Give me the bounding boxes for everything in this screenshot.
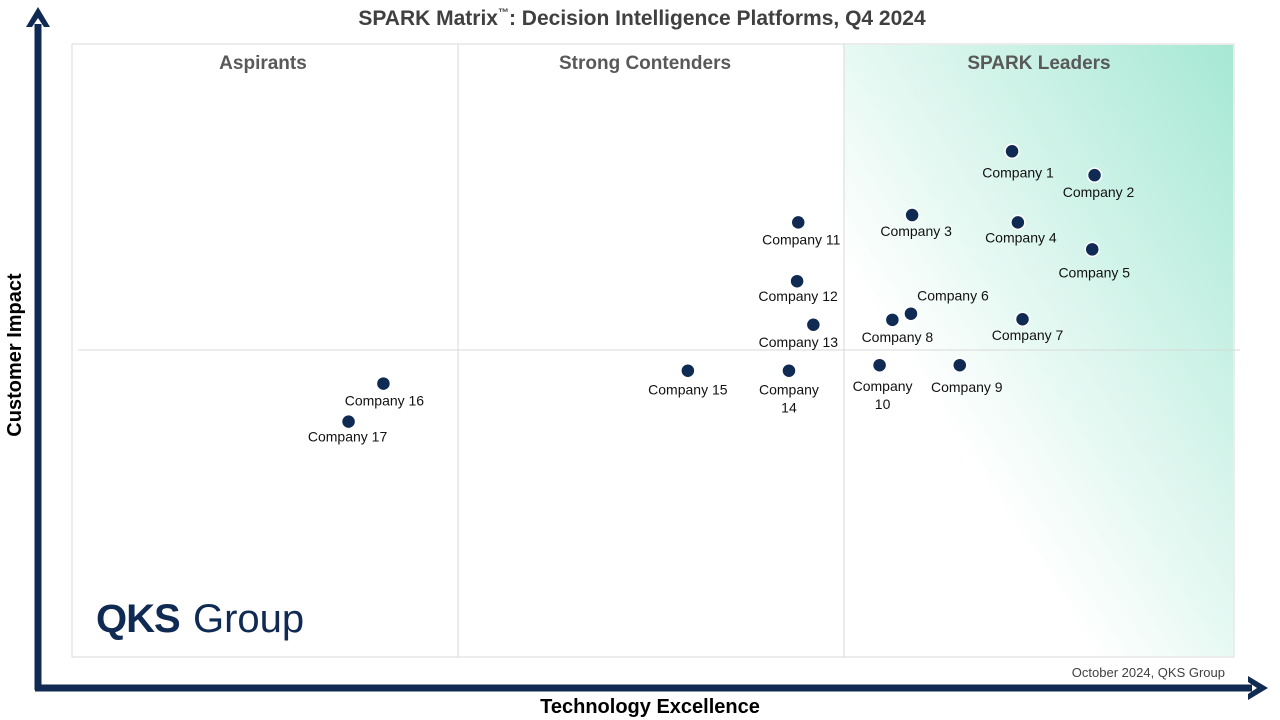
marker-company-10[interactable] <box>871 357 888 373</box>
label-company-4: Company 4 <box>985 229 1057 245</box>
label-company-14: Company 14 <box>759 382 819 416</box>
label-company-10: Company 10 <box>853 378 913 412</box>
label-line: Company 17 <box>308 429 388 445</box>
marker-company-1[interactable] <box>1004 143 1020 160</box>
marker-company-11[interactable] <box>790 214 806 231</box>
marker-company-7[interactable] <box>1014 311 1031 327</box>
label-line: Company <box>759 382 819 398</box>
marker-company-14[interactable] <box>781 362 797 379</box>
marker-company-13[interactable] <box>805 317 822 333</box>
quadrant-label-strong-contenders: Strong Contenders <box>559 53 731 74</box>
chart-title-main: SPARK Matrix <box>358 7 498 30</box>
data-points: Company 1 Company 2 Company 3 Company 4 Comp… <box>308 143 1135 445</box>
label-company-16: Company 16 <box>345 393 425 409</box>
label-company-17: Company 17 <box>308 429 388 445</box>
marker-company-8[interactable] <box>884 312 901 328</box>
quadrant-label-spark-leaders: SPARK Leaders <box>967 53 1110 74</box>
chart-title-rest: : Decision Intelligence Platforms, Q4 20… <box>508 7 926 30</box>
marker-company-12[interactable] <box>789 273 805 289</box>
label-line: Company <box>853 378 913 394</box>
marker-company-15[interactable] <box>680 362 696 379</box>
label-line: Company 2 <box>1063 184 1135 200</box>
marker-company-9[interactable] <box>952 357 968 373</box>
marker-company-5[interactable] <box>1084 241 1100 258</box>
y-axis-arrowhead <box>26 7 50 27</box>
label-company-2: Company 2 <box>1063 184 1135 200</box>
marker-company-3[interactable] <box>904 207 920 223</box>
label-company-11: Company 11 <box>762 231 841 247</box>
label-line: Company 16 <box>345 393 425 409</box>
qks-group-logo: QKS Group <box>96 597 304 641</box>
label-line: Company 11 <box>762 231 841 247</box>
label-company-9: Company 9 <box>931 379 1003 395</box>
label-company-13: Company 13 <box>759 334 839 350</box>
label-company-6: Company 6 <box>917 288 989 304</box>
label-line: Company 12 <box>758 288 838 304</box>
label-line: Company 1 <box>982 164 1054 180</box>
label-line: Company 8 <box>862 329 934 345</box>
label-company-12: Company 12 <box>758 288 838 304</box>
label-line: 10 <box>875 396 891 412</box>
chart-title: SPARK Matrix™: Decision Intelligence Pla… <box>0 7 1280 31</box>
label-line: 14 <box>781 400 797 416</box>
x-axis-title: Technology Excellence <box>540 696 760 718</box>
label-company-7: Company 7 <box>992 327 1064 343</box>
source-note: October 2024, QKS Group <box>1072 665 1225 680</box>
label-line: Company 5 <box>1058 264 1130 280</box>
quadrant-label-aspirants: Aspirants <box>219 53 307 74</box>
label-line: Company 13 <box>759 334 839 350</box>
logo-text-qks: QKS <box>96 597 180 641</box>
label-line: Company 3 <box>880 223 952 239</box>
label-company-8: Company 8 <box>862 329 934 345</box>
label-line: Company 4 <box>985 229 1057 245</box>
trademark-symbol: ™ <box>497 7 509 19</box>
label-company-15: Company 15 <box>648 382 728 398</box>
marker-company-17[interactable] <box>340 413 357 430</box>
marker-company-16[interactable] <box>375 375 392 392</box>
label-line: Company 9 <box>931 379 1003 395</box>
marker-company-2[interactable] <box>1086 167 1103 183</box>
y-axis-title: Customer Impact <box>4 273 26 437</box>
label-line: Company 15 <box>648 382 728 398</box>
label-company-5: Company 5 <box>1058 264 1130 280</box>
label-company-1: Company 1 <box>982 164 1054 180</box>
marker-company-6[interactable] <box>903 305 919 322</box>
label-line: Company 7 <box>992 327 1064 343</box>
logo-text-group: Group <box>193 597 304 641</box>
x-axis-arrowhead <box>1248 676 1268 700</box>
label-line: Company 6 <box>917 288 989 304</box>
marker-company-4[interactable] <box>1010 214 1026 231</box>
label-company-3: Company 3 <box>880 223 952 239</box>
